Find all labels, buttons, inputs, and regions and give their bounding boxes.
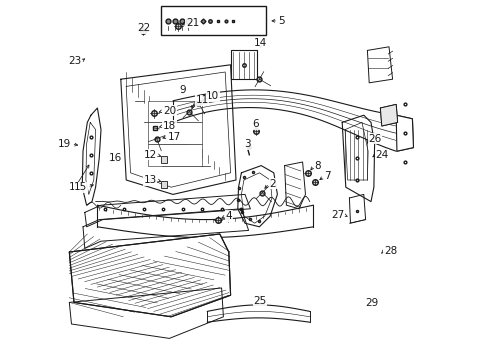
Polygon shape — [380, 104, 398, 126]
Bar — [161, 181, 167, 188]
Text: 8: 8 — [314, 161, 321, 171]
Text: 24: 24 — [375, 150, 389, 160]
Bar — [161, 156, 167, 163]
Text: 20: 20 — [163, 106, 176, 116]
Text: 28: 28 — [384, 246, 397, 256]
Text: 29: 29 — [365, 298, 378, 309]
Text: 10: 10 — [206, 91, 219, 102]
Text: 23: 23 — [68, 56, 81, 66]
Text: 27: 27 — [331, 210, 344, 220]
Text: 13: 13 — [144, 175, 157, 185]
Text: 12: 12 — [144, 150, 157, 160]
Text: 26: 26 — [368, 134, 382, 144]
Polygon shape — [148, 122, 202, 144]
Polygon shape — [148, 144, 202, 166]
Text: 18: 18 — [163, 121, 176, 131]
Text: 15: 15 — [74, 182, 87, 192]
Polygon shape — [396, 115, 414, 151]
Text: 2: 2 — [270, 179, 276, 189]
Polygon shape — [148, 101, 202, 122]
Text: 9: 9 — [180, 85, 186, 95]
Text: 6: 6 — [252, 119, 259, 129]
Text: 25: 25 — [253, 296, 267, 306]
Text: 4: 4 — [226, 211, 233, 221]
Text: 3: 3 — [245, 139, 251, 149]
Text: 1: 1 — [69, 182, 75, 192]
Text: 14: 14 — [254, 38, 267, 48]
Polygon shape — [161, 6, 266, 35]
Text: 7: 7 — [324, 171, 331, 181]
Text: 16: 16 — [109, 153, 122, 163]
Text: 21: 21 — [186, 18, 199, 28]
Text: 19: 19 — [58, 139, 72, 149]
Text: 22: 22 — [138, 23, 151, 33]
Polygon shape — [69, 234, 231, 317]
Text: 11: 11 — [196, 95, 209, 105]
Text: 5: 5 — [278, 16, 285, 26]
Text: 17: 17 — [168, 132, 181, 142]
